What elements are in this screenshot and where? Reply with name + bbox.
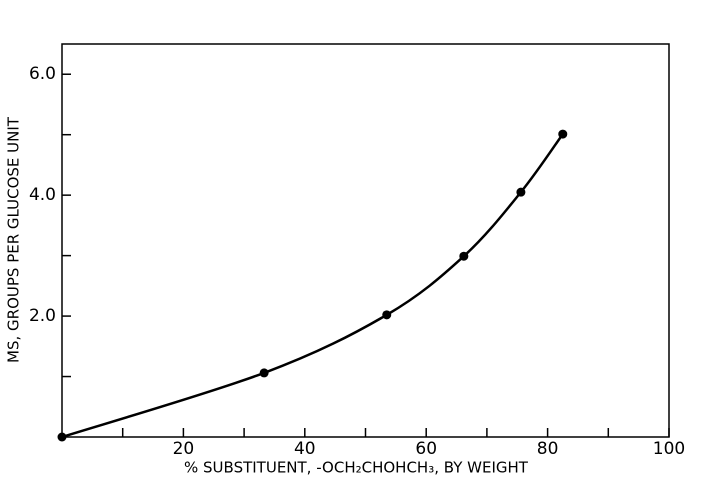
x-axis-label: % SUBSTITUENT, -OCH₂CHOHCH₃, BY WEIGHT — [184, 459, 529, 477]
data-point — [558, 129, 568, 139]
x-tick-label: 60 — [415, 439, 437, 459]
x-tick-label: 100 — [653, 439, 685, 459]
data-point — [57, 432, 67, 442]
x-tick-label: 40 — [294, 439, 316, 459]
y-tick-label: 6.0 — [29, 64, 56, 84]
plot-frame — [61, 43, 670, 438]
data-point — [459, 251, 469, 261]
curve — [61, 133, 564, 439]
data-point — [516, 187, 526, 197]
data-point — [382, 310, 392, 320]
y-tick-label: 2.0 — [29, 306, 56, 326]
y-tick-label: 4.0 — [29, 185, 56, 205]
x-tick-label: 80 — [537, 439, 559, 459]
data-point — [259, 368, 269, 378]
x-tick-label: 20 — [173, 439, 195, 459]
y-axis-label: MS, GROUPS PER GLUCOSE UNIT — [5, 116, 23, 363]
